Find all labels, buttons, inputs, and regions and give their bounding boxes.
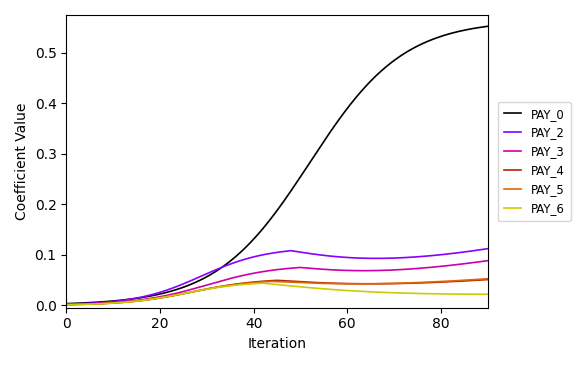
Line: PAY_4: PAY_4 <box>66 280 488 305</box>
PAY_6 <box>484 292 491 296</box>
PAY_0 <box>314 149 321 154</box>
PAY_0 <box>63 302 70 306</box>
PAY_2 <box>291 249 298 253</box>
Line: PAY_6: PAY_6 <box>66 283 488 305</box>
PAY_0 <box>265 219 272 223</box>
PAY_0 <box>263 222 270 227</box>
PAY_2 <box>474 248 481 252</box>
PAY_5 <box>474 277 481 281</box>
Line: PAY_5: PAY_5 <box>66 279 488 305</box>
PAY_3 <box>474 260 481 264</box>
PAY_2 <box>265 251 272 256</box>
PAY_2 <box>484 246 491 251</box>
PAY_4 <box>263 279 270 283</box>
PAY_5 <box>63 302 70 307</box>
PAY_4 <box>408 281 415 285</box>
PAY_5 <box>484 277 491 281</box>
Legend: PAY_0, PAY_2, PAY_3, PAY_4, PAY_5, PAY_6: PAY_0, PAY_2, PAY_3, PAY_4, PAY_5, PAY_6 <box>498 102 571 221</box>
PAY_0 <box>408 47 415 51</box>
PAY_4 <box>484 277 491 282</box>
PAY_3 <box>484 258 491 263</box>
PAY_3 <box>291 266 298 270</box>
PAY_6 <box>292 284 299 288</box>
PAY_5 <box>314 281 321 285</box>
PAY_6 <box>260 281 267 285</box>
PAY_5 <box>265 279 272 284</box>
Line: PAY_0: PAY_0 <box>66 26 488 304</box>
PAY_6 <box>315 286 322 291</box>
PAY_4 <box>474 278 481 283</box>
PAY_6 <box>409 291 416 295</box>
PAY_0 <box>474 26 481 30</box>
PAY_5 <box>408 281 415 285</box>
PAY_2 <box>63 302 70 306</box>
PAY_0 <box>484 24 491 29</box>
PAY_0 <box>291 184 298 188</box>
PAY_5 <box>291 280 298 284</box>
PAY_2 <box>263 252 270 256</box>
PAY_3 <box>265 269 272 273</box>
PAY_4 <box>291 279 298 284</box>
PAY_4 <box>314 280 321 285</box>
PAY_6 <box>264 281 271 286</box>
Line: PAY_3: PAY_3 <box>66 261 488 305</box>
PAY_3 <box>263 269 270 273</box>
PAY_4 <box>265 279 272 283</box>
PAY_4 <box>63 302 70 307</box>
PAY_3 <box>408 267 415 271</box>
PAY_6 <box>266 281 273 286</box>
PAY_5 <box>263 280 270 284</box>
PAY_2 <box>314 252 321 257</box>
Line: PAY_2: PAY_2 <box>66 249 488 304</box>
PAY_3 <box>63 302 70 307</box>
Y-axis label: Coefficient Value: Coefficient Value <box>15 103 29 220</box>
PAY_3 <box>314 267 321 271</box>
PAY_6 <box>63 303 70 307</box>
PAY_2 <box>408 255 415 259</box>
X-axis label: Iteration: Iteration <box>247 337 306 351</box>
PAY_6 <box>475 292 482 296</box>
